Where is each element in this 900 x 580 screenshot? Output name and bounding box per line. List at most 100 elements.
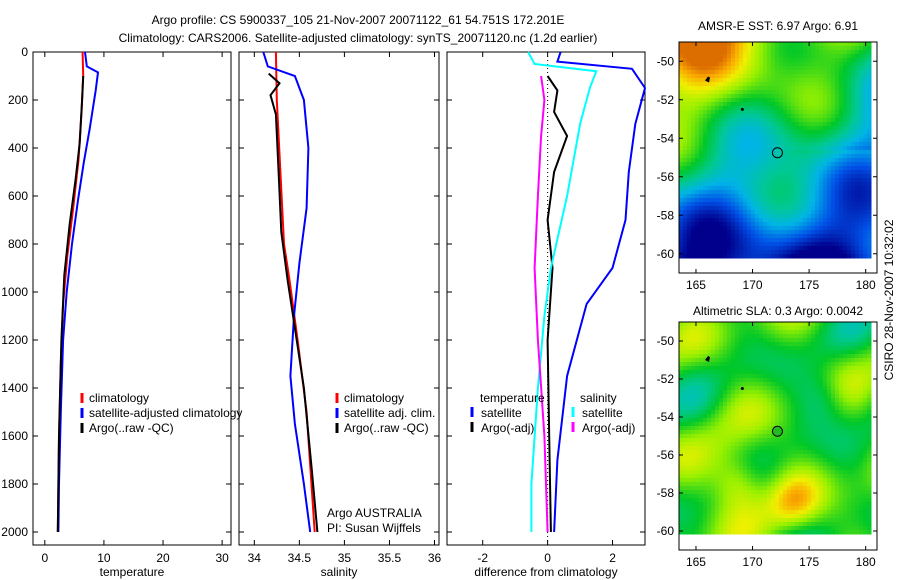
map-cell: [731, 218, 736, 223]
map-cell: [787, 350, 792, 355]
map-cell: [755, 370, 760, 375]
map-cell: [827, 194, 832, 199]
map-cell: [811, 346, 816, 351]
map-cell: [763, 454, 768, 459]
map-cell: [699, 342, 704, 347]
map-cell: [727, 106, 732, 111]
map-cell: [795, 130, 800, 135]
map-cell: [799, 102, 804, 107]
map-cell: [831, 458, 836, 463]
map-cell: [687, 234, 692, 239]
map-cell: [759, 150, 764, 155]
map-cell: [679, 442, 684, 447]
map-cell: [771, 198, 776, 203]
map-cell: [807, 158, 812, 163]
map-cell: [815, 134, 820, 139]
map-cell: [771, 386, 776, 391]
map-cell: [687, 126, 692, 131]
map-cell: [731, 90, 736, 95]
map-cell: [859, 58, 864, 63]
map-cell: [707, 458, 712, 463]
map-cell: [727, 114, 732, 119]
map-cell: [819, 54, 824, 59]
map-cell: [783, 362, 788, 367]
map-cell: [763, 530, 768, 535]
map-cell: [815, 326, 820, 331]
map-cell: [771, 350, 776, 355]
map-cell: [751, 210, 756, 215]
map-cell: [719, 438, 724, 443]
map-cell: [839, 214, 844, 219]
map-cell: [783, 150, 788, 155]
map-cell: [751, 154, 756, 159]
map-cell: [827, 230, 832, 235]
map-cell: [859, 246, 864, 251]
map-cell: [787, 102, 792, 107]
map-cell: [711, 454, 716, 459]
map-cell: [683, 226, 688, 231]
map-cell: [695, 82, 700, 87]
map-cell: [807, 482, 812, 487]
map-cell: [683, 454, 688, 459]
map-cell: [731, 42, 736, 47]
map-cell: [763, 130, 768, 135]
map-cell: [759, 402, 764, 407]
map-cell: [827, 86, 832, 91]
map-cell: [807, 166, 812, 171]
map-cell: [819, 90, 824, 95]
map-cell: [739, 166, 744, 171]
map-cell: [843, 410, 848, 415]
map-cell: [867, 66, 872, 71]
map-field: [679, 322, 872, 535]
map-cell: [691, 486, 696, 491]
map-cell: [739, 138, 744, 143]
map-cell: [731, 214, 736, 219]
map-cell: [807, 510, 812, 515]
map-cell: [731, 230, 736, 235]
map-cell: [715, 238, 720, 243]
map-cell: [723, 414, 728, 419]
map-cell: [811, 102, 816, 107]
map-cell: [735, 518, 740, 523]
map-cell: [719, 390, 724, 395]
map-cell: [787, 82, 792, 87]
map-cell: [731, 502, 736, 507]
map-cell: [751, 486, 756, 491]
x-tick-label: 30: [215, 551, 229, 565]
map-cell: [767, 398, 772, 403]
map-cell: [799, 210, 804, 215]
map-cell: [851, 54, 856, 59]
map-cell: [823, 194, 828, 199]
map-cell: [843, 330, 848, 335]
map-cell: [711, 222, 716, 227]
map-cell: [775, 194, 780, 199]
map-cell: [863, 202, 868, 207]
map-cell: [747, 142, 752, 147]
map-cell: [695, 166, 700, 171]
map-cell: [691, 154, 696, 159]
map-cell: [823, 130, 828, 135]
map-cell: [799, 214, 804, 219]
map-cell: [703, 454, 708, 459]
map-cell: [823, 354, 828, 359]
map-cell: [779, 366, 784, 371]
map-cell: [771, 62, 776, 67]
map-cell: [759, 130, 764, 135]
map-cell: [815, 414, 820, 419]
map-cell: [779, 46, 784, 51]
map-cell: [731, 242, 736, 247]
map-cell: [715, 514, 720, 519]
map-cell: [767, 394, 772, 399]
map-cell: [863, 118, 868, 123]
map-cell: [819, 430, 824, 435]
map-cell: [759, 138, 764, 143]
map-cell: [695, 78, 700, 83]
map-cell: [759, 490, 764, 495]
map-cell: [783, 358, 788, 363]
map-cell: [715, 474, 720, 479]
map-cell: [775, 518, 780, 523]
map-cell: [843, 230, 848, 235]
map-cell: [775, 374, 780, 379]
map-cell: [827, 246, 832, 251]
map-cell: [823, 510, 828, 515]
